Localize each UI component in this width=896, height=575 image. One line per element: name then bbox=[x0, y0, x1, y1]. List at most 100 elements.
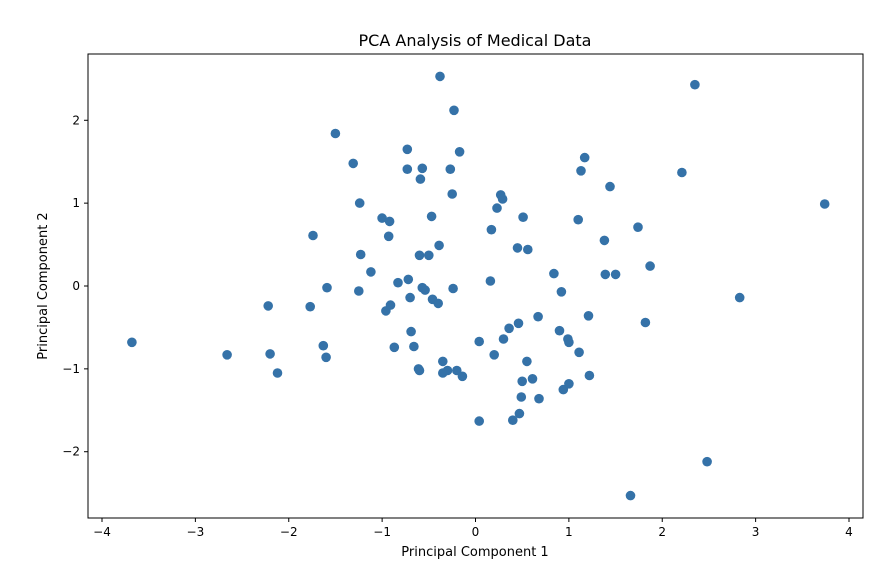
data-point bbox=[457, 371, 468, 382]
data-point bbox=[424, 250, 434, 261]
data-point bbox=[513, 318, 524, 329]
data-point bbox=[348, 158, 359, 169]
x-tick-label: 0 bbox=[472, 525, 480, 539]
data-point bbox=[355, 249, 366, 260]
data-point bbox=[305, 301, 316, 312]
data-point bbox=[426, 211, 437, 222]
x-tick-label: 2 bbox=[658, 525, 666, 539]
data-point bbox=[405, 292, 415, 303]
data-point bbox=[415, 174, 426, 184]
y-axis-label: Principal Component 2 bbox=[36, 212, 51, 359]
data-point bbox=[438, 356, 448, 367]
data-point bbox=[385, 300, 396, 310]
plot-area bbox=[87, 53, 864, 519]
data-point bbox=[549, 268, 559, 279]
y-tick-label: 1 bbox=[72, 196, 80, 210]
data-point bbox=[420, 285, 430, 295]
x-axis-label: Principal Component 1 bbox=[401, 545, 548, 560]
data-point bbox=[492, 203, 502, 213]
data-point bbox=[354, 286, 364, 296]
data-point bbox=[383, 231, 394, 242]
data-point bbox=[533, 311, 543, 322]
data-point bbox=[583, 311, 594, 321]
y-tick-label: 2 bbox=[72, 113, 80, 127]
data-point bbox=[435, 71, 445, 82]
data-point bbox=[625, 490, 636, 501]
data-point bbox=[640, 317, 651, 328]
data-point bbox=[508, 415, 518, 426]
data-point bbox=[222, 350, 232, 360]
data-point bbox=[498, 334, 509, 344]
y-tick-label: 0 bbox=[72, 279, 80, 293]
y-tick-label: −2 bbox=[62, 445, 80, 459]
x-tick-label: −4 bbox=[93, 525, 111, 539]
data-point bbox=[449, 105, 459, 116]
data-point bbox=[702, 456, 712, 467]
data-point bbox=[523, 244, 533, 255]
data-point bbox=[600, 269, 611, 280]
data-point bbox=[554, 325, 565, 336]
data-point bbox=[272, 368, 283, 378]
data-point bbox=[389, 342, 400, 353]
data-point bbox=[321, 352, 331, 363]
x-axis-ticks: −4 −3 −2 −1 0 1 2 3 4 bbox=[93, 518, 853, 539]
data-point bbox=[433, 298, 444, 309]
data-point bbox=[402, 164, 413, 174]
y-tick-label: −1 bbox=[62, 362, 80, 376]
data-point bbox=[576, 166, 586, 176]
data-point bbox=[497, 194, 508, 204]
data-point bbox=[366, 267, 376, 277]
y-axis-ticks: −2 −1 0 1 2 bbox=[62, 113, 88, 459]
data-point bbox=[819, 199, 830, 209]
x-tick-label: 1 bbox=[565, 525, 573, 539]
data-point bbox=[409, 341, 419, 352]
data-point bbox=[434, 240, 444, 251]
data-point bbox=[489, 350, 500, 360]
data-point bbox=[504, 323, 514, 334]
data-point bbox=[474, 336, 485, 347]
data-point bbox=[308, 230, 318, 241]
data-point bbox=[579, 152, 590, 163]
data-point bbox=[322, 282, 332, 293]
data-point bbox=[354, 198, 365, 208]
data-point bbox=[402, 144, 413, 155]
data-point bbox=[584, 370, 595, 381]
data-point bbox=[486, 224, 497, 235]
data-point bbox=[610, 269, 621, 280]
data-point bbox=[690, 79, 700, 90]
data-point bbox=[564, 337, 574, 348]
data-point bbox=[454, 147, 465, 157]
data-point bbox=[564, 379, 574, 389]
x-tick-label: −3 bbox=[187, 525, 205, 539]
data-point bbox=[534, 393, 544, 404]
data-point bbox=[573, 214, 583, 225]
data-point bbox=[599, 235, 610, 246]
data-point bbox=[442, 365, 453, 376]
data-point bbox=[447, 189, 458, 199]
data-point bbox=[474, 416, 485, 426]
data-point bbox=[512, 243, 523, 253]
data-point bbox=[574, 347, 584, 358]
data-point bbox=[417, 163, 428, 174]
data-point bbox=[605, 181, 615, 192]
data-point bbox=[518, 212, 528, 222]
data-point bbox=[556, 287, 567, 297]
data-point bbox=[485, 276, 496, 286]
data-point bbox=[445, 164, 456, 174]
data-point bbox=[393, 277, 403, 288]
data-point bbox=[677, 167, 687, 178]
data-point bbox=[263, 301, 274, 311]
data-point bbox=[377, 213, 387, 223]
data-point bbox=[514, 408, 525, 419]
data-point bbox=[522, 356, 532, 367]
data-point bbox=[527, 374, 538, 384]
x-tick-label: 4 bbox=[845, 525, 853, 539]
chart-title: PCA Analysis of Medical Data bbox=[359, 31, 592, 50]
data-point bbox=[734, 292, 745, 303]
data-point bbox=[633, 222, 643, 232]
data-point bbox=[406, 326, 416, 337]
data-point bbox=[127, 337, 137, 348]
data-points bbox=[127, 71, 830, 501]
x-tick-label: 3 bbox=[752, 525, 760, 539]
